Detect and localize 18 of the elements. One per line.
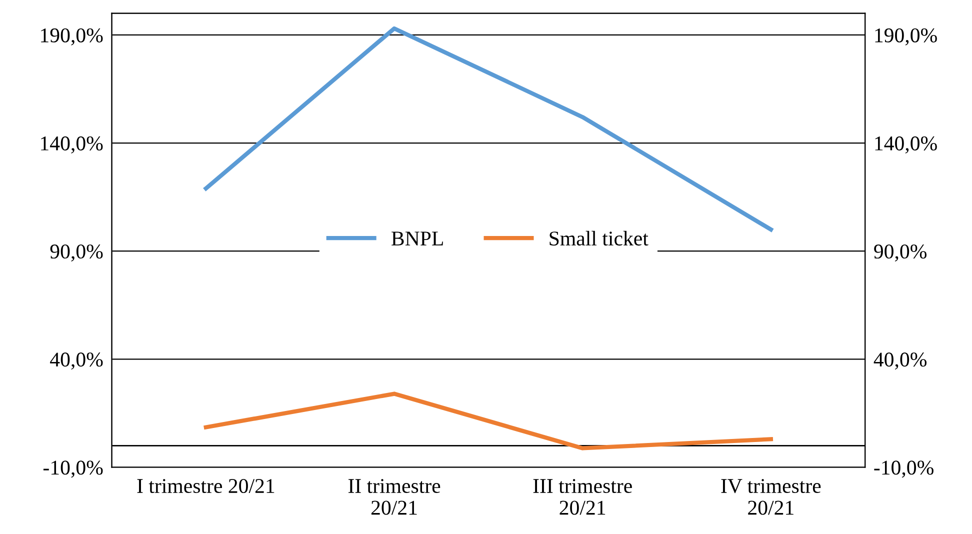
x-tick-label: II trimestre 20/21 [348,479,440,515]
y2-tick-label: 190,0% [875,28,937,46]
legend-label: Small ticket [550,230,648,246]
x-tick-label: I trimestre 20/21 [137,478,274,494]
y2-tick-label: -10,0% [874,460,934,478]
x-tick-label: III trimestre 20/21 [533,479,632,515]
y-tick-label: -10,0% [43,460,103,478]
x-tick-label: IV trimestre 20/21 [721,479,821,515]
line-series [204,26,773,232]
y2-tick-label: 140,0% [875,136,937,154]
y2-tick-label: 90,0% [874,244,927,262]
y-tick-label: 190,0% [41,28,103,46]
y-tick-label: 40,0% [50,352,103,370]
line-series [204,392,773,450]
y-tick-label: 140,0% [41,136,103,154]
legend-label: BNPL [392,232,443,246]
y2-tick-label: 40,0% [874,352,927,370]
y-tick-label: 90,0% [50,244,103,262]
